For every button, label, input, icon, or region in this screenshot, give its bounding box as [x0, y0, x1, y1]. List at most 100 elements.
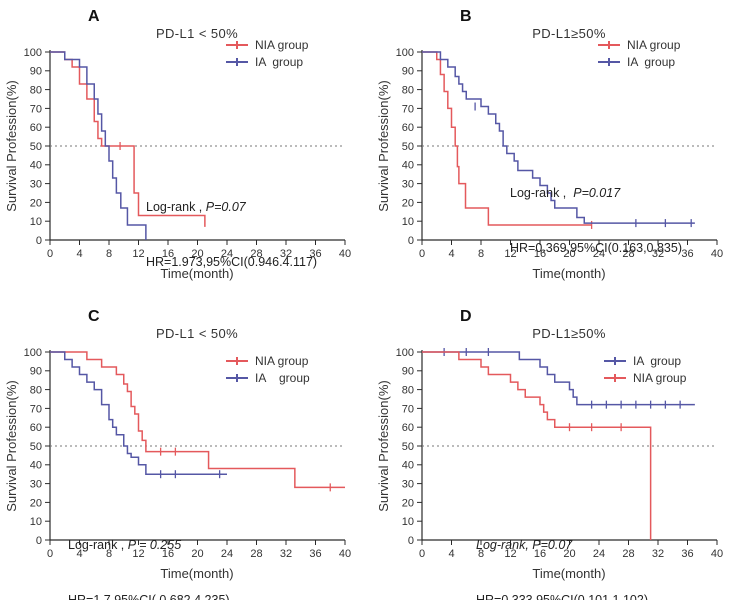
x-tick-label: 4	[76, 248, 82, 260]
x-tick-label: 16	[162, 248, 174, 260]
logrank-line: Log-rank , P = 0.255	[68, 536, 230, 554]
p-value: P=0.07	[532, 538, 573, 553]
legend-label: IA group	[255, 54, 304, 69]
p-value: P=0.017	[573, 186, 621, 201]
y-tick-label: 0	[36, 535, 42, 547]
survival-plot: 0 10 20 30 40 50 60 70 80 90 100 0 4 8 12 16 20 24 28 32 36 4…	[396, 347, 723, 560]
x-axis-label: Time(month)	[532, 566, 606, 581]
x-axis-label: Time(month)	[160, 266, 234, 281]
y-tick-label: 30	[30, 478, 42, 490]
legend-label: NIA group	[633, 370, 687, 385]
y-axis-label: Survival Profession(%)	[376, 380, 391, 512]
x-tick-label: 20	[191, 248, 203, 260]
x-tick-label: 4	[448, 248, 454, 260]
logrank-label: Log-rank ,	[146, 200, 206, 215]
y-tick-label: 40	[402, 160, 414, 172]
survival-curve-ia	[50, 351, 227, 475]
y-tick-label: 80	[30, 84, 42, 96]
panel-title: PD-L1≥50%	[532, 26, 606, 41]
y-tick-label: 30	[402, 178, 414, 190]
logrank-label: Log-rank,	[476, 538, 533, 553]
hr-line: HR=1.7,95%CI( 0.682,4.235)	[68, 592, 230, 600]
y-tick-label: 100	[24, 47, 42, 59]
legend-label: NIA group	[627, 37, 681, 52]
y-tick-label: 100	[396, 347, 414, 359]
y-axis-label: Survival Profession(%)	[376, 80, 391, 212]
y-tick-label: 40	[402, 460, 414, 472]
logrank-line: Log-rank , P=0.07	[146, 198, 317, 216]
x-tick-label: 40	[711, 548, 723, 560]
x-tick-label: 0	[47, 248, 53, 260]
legend-line-marker	[226, 373, 248, 382]
x-tick-label: 36	[309, 548, 321, 560]
x-tick-label: 8	[106, 248, 112, 260]
logrank-line: Log-rank , P=0.017	[510, 184, 682, 202]
x-tick-label: 12	[504, 248, 516, 260]
logrank-label: Log-rank ,	[68, 538, 128, 553]
y-tick-label: 40	[30, 460, 42, 472]
legend: IA group NIA group	[604, 352, 686, 386]
y-tick-label: 20	[402, 197, 414, 209]
x-tick-label: 40	[339, 248, 351, 260]
panel-letter: B	[460, 8, 472, 25]
x-tick-label: 16	[534, 548, 546, 560]
x-tick-label: 20	[563, 548, 575, 560]
logrank-label: Log-rank ,	[510, 186, 574, 201]
x-tick-label: 32	[280, 248, 292, 260]
x-tick-label: 8	[478, 248, 484, 260]
stats-annotation: Log-rank , P = 0.255 HR=1.7,95%CI( 0.682…	[68, 500, 230, 600]
x-tick-label: 12	[132, 548, 144, 560]
hr-line: HR=0.369,95%CI(0.163,0.835)	[510, 240, 682, 255]
stats-annotation: Log-rank , P=0.07 HR=1.973,95%CI(0.946.4…	[146, 162, 317, 307]
panel-title: PD-L1≥50%	[532, 326, 606, 341]
x-tick-label: 4	[76, 548, 82, 560]
x-axis-label: Time(month)	[532, 266, 606, 281]
legend-item: NIA group	[226, 352, 310, 369]
x-tick-label: 32	[280, 548, 292, 560]
y-tick-label: 10	[30, 516, 42, 528]
y-tick-label: 90	[402, 66, 414, 78]
y-tick-label: 90	[402, 366, 414, 378]
x-tick-label: 12	[132, 248, 144, 260]
survival-plot: 0 10 20 30 40 50 60 70 80 90 100 0 4 8 12 16 20 24 28 32 36 4…	[396, 47, 723, 260]
y-tick-label: 50	[402, 141, 414, 153]
legend-line-marker	[226, 57, 248, 66]
legend-label: IA group	[255, 370, 310, 385]
x-tick-label: 28	[250, 248, 262, 260]
legend-item: IA group	[604, 352, 686, 369]
panel-letter: C	[88, 308, 100, 325]
x-tick-label: 24	[593, 248, 605, 260]
x-tick-label: 40	[339, 548, 351, 560]
x-tick-label: 20	[563, 248, 575, 260]
y-tick-label: 0	[36, 235, 42, 247]
legend-line-marker	[226, 40, 248, 49]
legend-line-marker	[598, 40, 620, 49]
y-tick-label: 30	[402, 478, 414, 490]
x-tick-label: 0	[419, 548, 425, 560]
y-tick-label: 80	[402, 384, 414, 396]
legend-item: IA group	[598, 53, 680, 70]
x-tick-label: 40	[711, 248, 723, 260]
x-tick-label: 24	[221, 248, 233, 260]
y-tick-label: 10	[30, 216, 42, 228]
legend: NIA group IA group	[226, 36, 308, 70]
legend-item: NIA group	[226, 36, 308, 53]
panel-b: B PD-L1≥50% Survival Profession(%) Time(…	[372, 0, 745, 300]
y-tick-label: 0	[408, 235, 414, 247]
survival-curve-nia	[422, 51, 592, 226]
x-tick-label: 0	[419, 248, 425, 260]
x-tick-label: 12	[504, 548, 516, 560]
panel-letter: D	[460, 308, 472, 325]
y-axis-label: Survival Profession(%)	[4, 380, 19, 512]
y-tick-label: 70	[402, 403, 414, 415]
survival-curve-nia	[50, 51, 206, 227]
y-tick-label: 80	[402, 84, 414, 96]
survival-curve-ia	[50, 51, 147, 240]
y-tick-label: 20	[30, 197, 42, 209]
legend-label: IA group	[633, 353, 682, 368]
legend-line-marker	[604, 373, 626, 382]
x-tick-label: 24	[221, 548, 233, 560]
legend-line-marker	[598, 57, 620, 66]
x-tick-label: 8	[106, 548, 112, 560]
